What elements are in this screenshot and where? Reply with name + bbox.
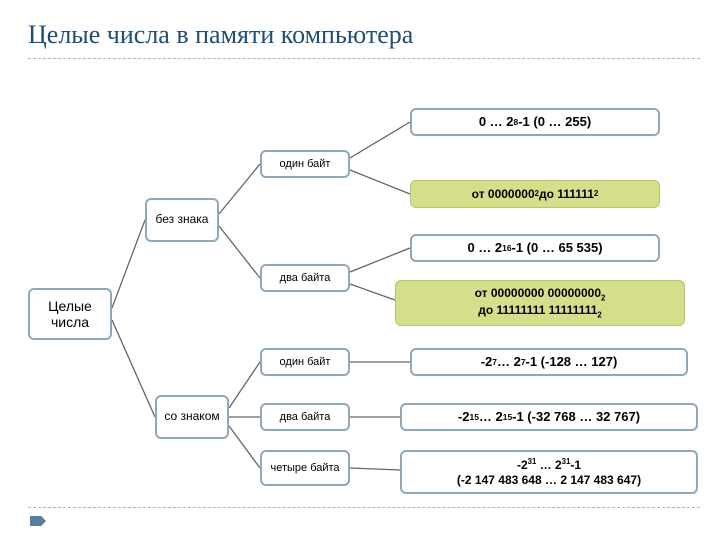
title-underline xyxy=(28,58,700,59)
level2-node: один байт xyxy=(260,150,350,178)
slide-marker-icon xyxy=(30,516,46,526)
page-title: Целые числа в памяти компьютера xyxy=(28,20,413,50)
leaf-node: -27 … 27-1 (-128 … 127) xyxy=(410,348,688,376)
level2-node: два байта xyxy=(260,403,350,431)
level2-node: один байт xyxy=(260,348,350,376)
leaf-node: от 00000000 000000002до 11111111 1111111… xyxy=(395,280,685,326)
footer-line xyxy=(28,507,700,508)
level1-node: без знака xyxy=(145,198,219,242)
level1-node: со знаком xyxy=(155,395,229,439)
level2-node: четыре байта xyxy=(260,450,350,486)
root-node: Целые числа xyxy=(28,288,112,340)
leaf-node: от 00000002 до 1111112 xyxy=(410,180,660,208)
leaf-node: -231 … 231-1(-2 147 483 648 … 2 147 483 … xyxy=(400,450,698,494)
level2-node: два байта xyxy=(260,264,350,292)
leaf-node: 0 … 28-1 (0 … 255) xyxy=(410,108,660,136)
leaf-node: -215 … 215-1 (-32 768 … 32 767) xyxy=(400,403,698,431)
leaf-node: 0 … 216-1 (0 … 65 535) xyxy=(410,234,660,262)
